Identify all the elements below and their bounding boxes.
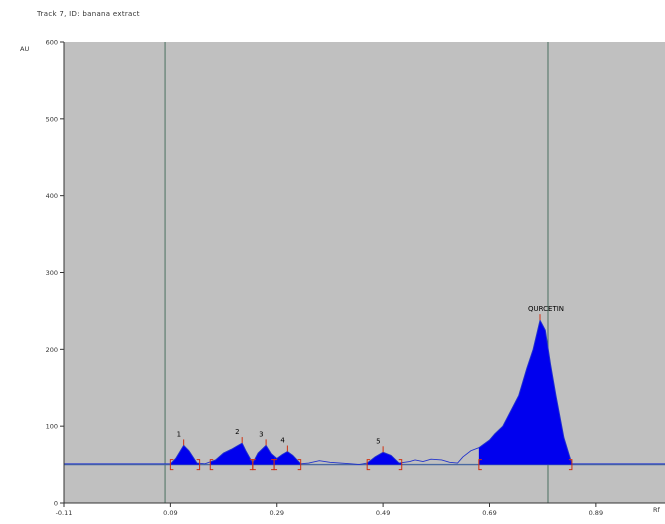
x-tick-label: 0.89 bbox=[589, 509, 603, 517]
peak-5-end-marker bbox=[398, 459, 403, 471]
x-tick-label: 0.29 bbox=[270, 509, 284, 517]
plot-area bbox=[64, 42, 665, 503]
x-tick-label: 0.69 bbox=[482, 509, 496, 517]
peak-2-start-marker bbox=[209, 459, 214, 471]
y-tick-label: 300 bbox=[46, 269, 58, 277]
peak-6-start-marker bbox=[478, 459, 482, 471]
peak-4-start-marker bbox=[273, 459, 278, 471]
x-tick-label: 0.09 bbox=[163, 509, 177, 517]
y-tick-label: 400 bbox=[46, 192, 58, 200]
peak-area-1 bbox=[170, 445, 200, 465]
peak-area-5 bbox=[367, 452, 402, 465]
chart-title: Track 7, ID: banana extract bbox=[37, 10, 140, 18]
peak-label-5: 5 bbox=[376, 437, 380, 445]
peak-label-2: 2 bbox=[235, 428, 239, 436]
peak-area-2 bbox=[210, 443, 253, 465]
y-tick-label: 200 bbox=[46, 346, 58, 354]
y-axis-label: AU bbox=[20, 45, 29, 53]
y-tick-label: 500 bbox=[46, 115, 58, 123]
peak-label-4: 4 bbox=[280, 437, 285, 445]
peak-area-4 bbox=[274, 451, 301, 465]
peak-3-start-marker bbox=[252, 459, 256, 471]
x-tick-label: 0.49 bbox=[376, 509, 390, 517]
x-tick-label: -0.11 bbox=[56, 509, 73, 517]
peak-area-6 bbox=[478, 320, 572, 465]
peak-label-1: 1 bbox=[177, 430, 181, 438]
peak-4-end-marker bbox=[297, 459, 302, 471]
peak-label-6: QURCETIN bbox=[528, 305, 564, 313]
y-tick-label: 0 bbox=[54, 500, 58, 508]
x-axis-label: Rf bbox=[653, 506, 661, 514]
peak-6-end-marker bbox=[568, 459, 573, 471]
densitogram-trace bbox=[64, 318, 665, 466]
peak-5-start-marker bbox=[366, 459, 371, 471]
peak-1-end-marker bbox=[196, 459, 201, 471]
y-tick-label: 100 bbox=[46, 423, 58, 431]
peak-label-3: 3 bbox=[259, 430, 263, 438]
peak-1-start-marker bbox=[169, 459, 174, 471]
y-tick-label: 600 bbox=[46, 39, 58, 47]
